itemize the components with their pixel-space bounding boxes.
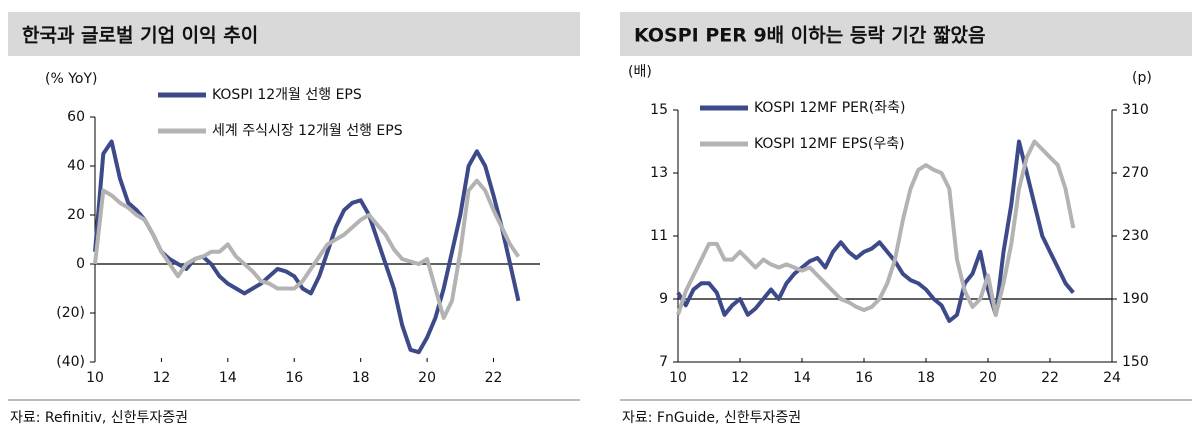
legend-label: KOSPI 12개월 선행 EPS: [212, 87, 362, 103]
chart-title: 한국과 글로벌 기업 이익 추이: [22, 25, 258, 47]
y-tick-label: 15: [650, 102, 668, 118]
y2-axis-label: (p): [1132, 70, 1152, 86]
y-tick-label: 0: [76, 256, 85, 272]
x-tick-label: 20: [979, 370, 997, 386]
y2-tick-label: 150: [1122, 354, 1149, 370]
x-tick-label: 24: [1103, 370, 1121, 386]
y-axis-label: (배): [628, 64, 652, 80]
series-line: [676, 139, 1075, 323]
x-tick-label: 14: [793, 370, 811, 386]
y2-tick-label: 310: [1122, 102, 1149, 118]
x-tick-label: 22: [485, 370, 503, 386]
y-tick-label: 40: [67, 158, 85, 174]
y-tick-label: (40): [56, 354, 85, 370]
y-axis-label: (% YoY): [45, 71, 98, 87]
y-tick-label: 20: [67, 207, 85, 223]
legend-label: KOSPI 12MF PER(좌축): [754, 100, 905, 116]
source: 자료: Refinitiv, 신한투자증권: [10, 410, 188, 426]
x-tick-label: 10: [669, 370, 687, 386]
x-tick-label: 14: [219, 370, 237, 386]
x-tick-label: 18: [352, 370, 370, 386]
x-tick-label: 22: [1041, 370, 1059, 386]
y2-tick-label: 230: [1122, 228, 1149, 244]
title-bar: [8, 12, 580, 56]
series-line: [93, 178, 521, 320]
y2-tick-label: 190: [1122, 291, 1149, 307]
legend-label: 세계 주식시장 12개월 선행 EPS: [212, 123, 403, 139]
x-tick-label: 12: [731, 370, 749, 386]
y-tick-label: 11: [650, 228, 668, 244]
y-tick-label: 9: [659, 291, 668, 307]
x-tick-label: 16: [855, 370, 873, 386]
y-tick-label: 60: [67, 109, 85, 125]
series-line: [676, 139, 1076, 317]
x-tick-label: 20: [418, 370, 436, 386]
legend-label: KOSPI 12MF EPS(우축): [754, 136, 905, 152]
source: 자료: FnGuide, 신한투자증권: [622, 410, 801, 426]
x-tick-label: 16: [285, 370, 303, 386]
y-tick-label: (20): [56, 305, 85, 321]
title-bar: [620, 12, 1192, 56]
y-tick-label: 13: [650, 165, 668, 181]
x-tick-label: 18: [917, 370, 935, 386]
y2-tick-label: 270: [1122, 165, 1149, 181]
x-tick-label: 12: [153, 370, 171, 386]
x-tick-label: 10: [86, 370, 104, 386]
y-tick-label: 7: [659, 354, 668, 370]
chart-title: KOSPI PER 9배 이하는 등락 기간 짧았음: [634, 25, 985, 47]
